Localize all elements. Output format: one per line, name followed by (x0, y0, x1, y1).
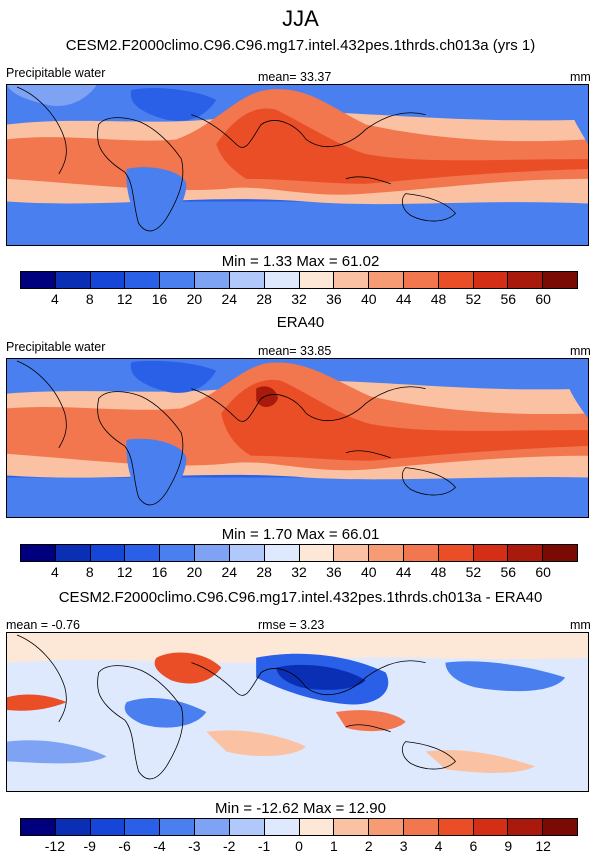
tick-label: 16 (151, 564, 168, 580)
panel2-minmax: Min = 1.70 Max = 66.01 (221, 526, 380, 543)
tick-label: 60 (535, 291, 551, 307)
panel2-colorbar-ticks: 4 8 12 16 20 24 28 32 36 40 44 48 52 56 … (20, 564, 578, 582)
tick-label: 32 (291, 564, 307, 580)
panel2-colorbar (20, 544, 578, 562)
panel3-minmax: Min = -12.62 Max = 12.90 (215, 800, 386, 817)
tick-label: 4 (50, 564, 59, 580)
panel1-title: CESM2.F2000climo.C96.C96.mg17.intel.432p… (65, 37, 536, 54)
tick-label: 28 (256, 291, 272, 307)
tick-label: 48 (430, 564, 447, 580)
panel2-mean-label: mean= 33.85 (258, 344, 332, 358)
panel1-colorbar (20, 271, 578, 289)
tick-label: 24 (221, 564, 238, 580)
panel3-colorbar-ticks: -12 -9 -6 -4 -3 -2 -1 0 1 2 3 4 6 9 12 (20, 838, 578, 856)
tick-label: -6 (118, 838, 131, 854)
tick-label: 32 (291, 291, 307, 307)
tick-label: -12 (44, 838, 65, 854)
panel1-units: mm (570, 70, 591, 84)
tick-label: 8 (85, 291, 94, 307)
tick-label: 40 (360, 564, 377, 580)
panel3-mean-label: mean = -0.76 (6, 618, 81, 632)
tick-label: 52 (465, 564, 482, 580)
tick-label: -9 (83, 838, 96, 854)
tick-label: 4 (434, 838, 443, 854)
tick-label: -4 (153, 838, 166, 854)
tick-label: 28 (256, 564, 272, 580)
tick-label: 20 (186, 564, 203, 580)
panel3-map-svg (7, 633, 588, 791)
panel3-map (6, 632, 589, 792)
panel1-map (6, 84, 589, 246)
tick-label: -3 (188, 838, 201, 854)
panel2-title: ERA40 (276, 314, 325, 331)
tick-label: 20 (186, 291, 203, 307)
tick-label: 8 (85, 564, 94, 580)
tick-label: 3 (399, 838, 408, 854)
panel2-map-svg (7, 359, 588, 517)
panel1-map-svg (7, 85, 588, 245)
tick-label: 60 (535, 564, 551, 580)
tick-label: -1 (257, 838, 271, 854)
tick-label: 6 (469, 838, 478, 854)
tick-label: -2 (223, 838, 236, 854)
panel3-colorbar (20, 818, 578, 836)
panel2-variable-label: Precipitable water (6, 340, 106, 354)
tick-label: 40 (360, 291, 377, 307)
tick-label: 2 (364, 838, 373, 854)
tick-label: 4 (50, 291, 59, 307)
panel2-units: mm (570, 344, 591, 358)
tick-label: 36 (326, 564, 342, 580)
panel1-colorbar-ticks: 4 8 12 16 20 24 28 32 36 40 44 48 52 56 … (20, 291, 578, 309)
tick-label: 44 (395, 291, 412, 307)
tick-label: 44 (395, 564, 412, 580)
tick-label: 36 (326, 291, 342, 307)
panel1-minmax: Min = 1.33 Max = 61.02 (221, 253, 380, 270)
tick-label: 12 (535, 838, 551, 854)
tick-label: 56 (500, 564, 517, 580)
tick-label: 0 (295, 838, 303, 854)
tick-label: 56 (500, 291, 517, 307)
panel3-units: mm (570, 618, 591, 632)
tick-label: 9 (504, 838, 513, 854)
panel3-title: CESM2.F2000climo.C96.C96.mg17.intel.432p… (58, 589, 543, 606)
tick-label: 24 (221, 291, 238, 307)
panel1-mean-label: mean= 33.37 (258, 70, 332, 84)
tick-label: 12 (116, 564, 133, 580)
tick-label: 52 (465, 291, 482, 307)
panel1-variable-label: Precipitable water (6, 66, 106, 80)
panel2-map (6, 358, 589, 518)
figure-title: JJA (282, 6, 319, 31)
tick-label: 48 (430, 291, 447, 307)
tick-label: 12 (116, 291, 133, 307)
tick-label: 16 (151, 291, 168, 307)
panel3-rmse-label: rmse = 3.23 (258, 618, 325, 632)
tick-label: 1 (329, 838, 338, 854)
